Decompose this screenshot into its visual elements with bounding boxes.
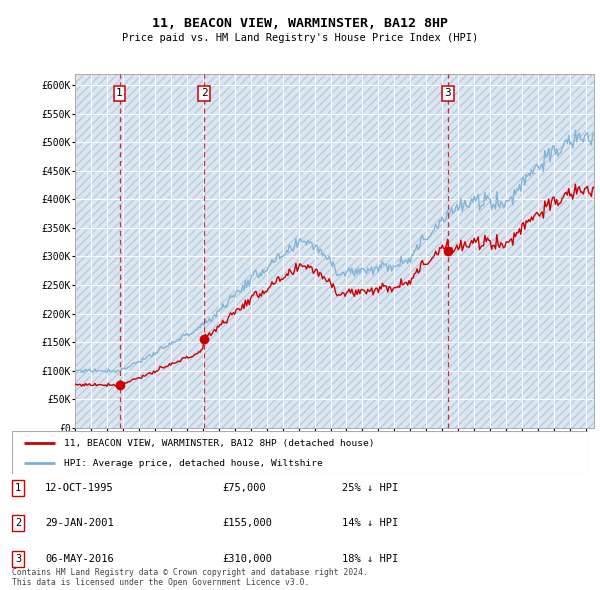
Text: 11, BEACON VIEW, WARMINSTER, BA12 8HP: 11, BEACON VIEW, WARMINSTER, BA12 8HP bbox=[152, 17, 448, 30]
Text: 2: 2 bbox=[15, 519, 21, 528]
Text: 18% ↓ HPI: 18% ↓ HPI bbox=[342, 555, 398, 564]
Text: 25% ↓ HPI: 25% ↓ HPI bbox=[342, 483, 398, 493]
Text: £310,000: £310,000 bbox=[222, 555, 272, 564]
Text: 1: 1 bbox=[15, 483, 21, 493]
Text: 11, BEACON VIEW, WARMINSTER, BA12 8HP (detached house): 11, BEACON VIEW, WARMINSTER, BA12 8HP (d… bbox=[64, 439, 374, 448]
Text: HPI: Average price, detached house, Wiltshire: HPI: Average price, detached house, Wilt… bbox=[64, 458, 323, 468]
Text: 3: 3 bbox=[445, 88, 451, 98]
FancyBboxPatch shape bbox=[12, 431, 588, 474]
Text: 14% ↓ HPI: 14% ↓ HPI bbox=[342, 519, 398, 528]
Text: Price paid vs. HM Land Registry's House Price Index (HPI): Price paid vs. HM Land Registry's House … bbox=[122, 34, 478, 43]
Text: £155,000: £155,000 bbox=[222, 519, 272, 528]
Text: 3: 3 bbox=[15, 555, 21, 564]
Text: 12-OCT-1995: 12-OCT-1995 bbox=[45, 483, 114, 493]
Text: Contains HM Land Registry data © Crown copyright and database right 2024.
This d: Contains HM Land Registry data © Crown c… bbox=[12, 568, 368, 587]
Text: £75,000: £75,000 bbox=[222, 483, 266, 493]
Text: 29-JAN-2001: 29-JAN-2001 bbox=[45, 519, 114, 528]
Text: 06-MAY-2016: 06-MAY-2016 bbox=[45, 555, 114, 564]
Text: 1: 1 bbox=[116, 88, 123, 98]
Text: 2: 2 bbox=[200, 88, 208, 98]
